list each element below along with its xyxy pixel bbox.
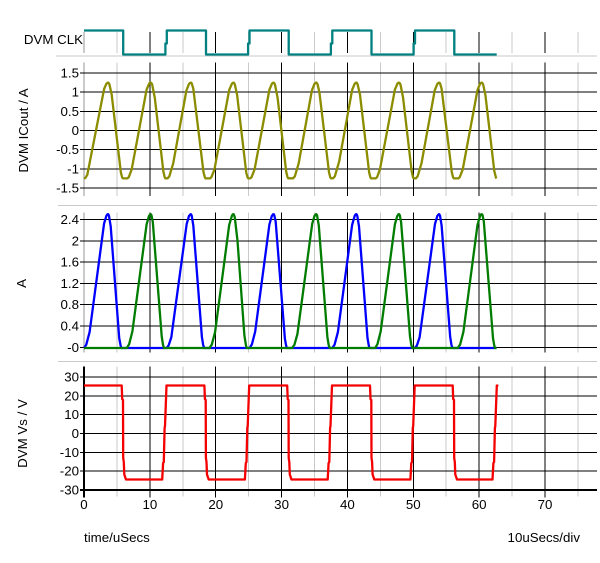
- svg-text:0.5: 0.5: [61, 104, 80, 119]
- svg-text:30: 30: [64, 370, 79, 385]
- svg-text:-1.5: -1.5: [56, 180, 79, 195]
- svg-text:-0: -0: [67, 340, 79, 355]
- svg-text:20: 20: [64, 388, 79, 403]
- svg-text:-0.5: -0.5: [56, 142, 79, 157]
- svg-text:-20: -20: [60, 464, 79, 479]
- svg-text:10uSecs/div: 10uSecs/div: [508, 530, 581, 545]
- svg-text:0: 0: [72, 426, 79, 441]
- svg-text:1.2: 1.2: [61, 276, 80, 291]
- svg-text:50: 50: [406, 497, 421, 512]
- svg-text:0.4: 0.4: [61, 319, 80, 334]
- svg-text:-10: -10: [60, 445, 79, 460]
- svg-text:1.5: 1.5: [61, 66, 80, 81]
- svg-text:30: 30: [274, 497, 289, 512]
- svg-text:2.4: 2.4: [61, 212, 80, 227]
- svg-text:40: 40: [340, 497, 355, 512]
- svg-text:-1: -1: [67, 161, 79, 176]
- svg-text:10: 10: [64, 407, 79, 422]
- svg-text:1.6: 1.6: [61, 255, 80, 270]
- svg-text:1: 1: [72, 85, 79, 100]
- svg-text:10: 10: [142, 497, 157, 512]
- svg-text:2: 2: [72, 233, 79, 248]
- svg-text:DVM CLK: DVM CLK: [24, 32, 83, 47]
- svg-text:DVM Vs / V: DVM Vs / V: [15, 399, 30, 468]
- svg-text:time/uSecs: time/uSecs: [84, 530, 150, 545]
- svg-text:0: 0: [72, 123, 79, 138]
- svg-text:60: 60: [472, 497, 487, 512]
- svg-text:DVM ICout / A: DVM ICout / A: [16, 88, 31, 172]
- svg-text:-30: -30: [60, 482, 79, 497]
- svg-text:0.8: 0.8: [61, 297, 80, 312]
- svg-text:70: 70: [538, 497, 553, 512]
- svg-text:A: A: [14, 279, 29, 288]
- svg-text:20: 20: [208, 497, 223, 512]
- svg-text:0: 0: [80, 497, 87, 512]
